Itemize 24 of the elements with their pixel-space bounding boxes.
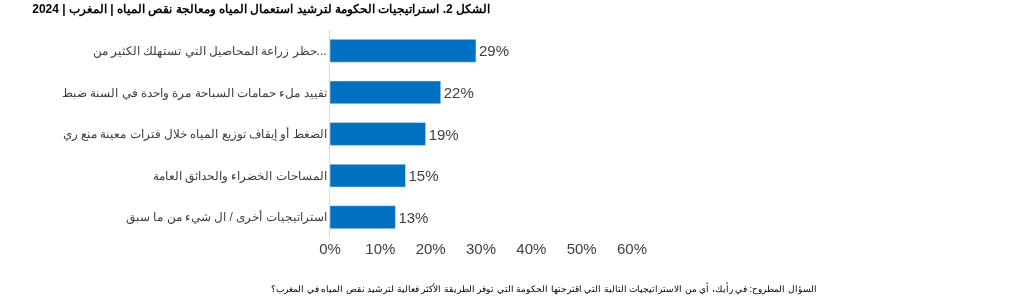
bar: [330, 39, 477, 63]
data-label: 22%: [443, 83, 474, 101]
data-label: 29%: [478, 42, 509, 60]
x-tick-label: 10%: [365, 240, 396, 257]
y-tick-label: الضغط أو إيقاف توزيع المياه خلال فترات معينة منع ري: [62, 126, 327, 143]
x-tick-label: 60%: [616, 240, 648, 257]
x-tick-label: 20%: [415, 240, 446, 257]
x-tick-label: 50%: [566, 240, 597, 257]
y-tick-label: تقييد ملء حمامات السباحة مرة واحدة في السنة ضبط: [61, 85, 327, 100]
data-label: 19%: [428, 125, 459, 143]
chart-title: الشكل 2. استراتيجيات الحكومة لترشيد استعمال المياه ومعالجة نقص المياه | المغرب | 2024: [32, 2, 490, 18]
x-tick-label: 0%: [319, 240, 341, 257]
x-tick-label: 40%: [516, 240, 547, 257]
y-tick-label: حظر زراعة المحاصيل التي تستهلك الكثير من...: [92, 44, 327, 58]
y-tick-label: استراتيجيات أخرى / ال شيء من ما سبق: [125, 209, 327, 225]
bar: [330, 163, 406, 188]
bar: [330, 80, 441, 105]
data-label: 15%: [408, 167, 439, 185]
bar: [330, 122, 426, 146]
text: السؤال المطروح: في رأيك، أي من الاستراتيجيات التالية التي اقترحتها الحكومة التي توفر الطريقة الأكثر فعالية لترشيد نقص المياه في المغرب؟: [271, 282, 817, 295]
y-tick-label: المساحات الخضراء والحدائق العامة: [152, 168, 327, 183]
bar: [330, 205, 396, 229]
data-label: 13%: [398, 208, 429, 226]
x-tick-label: 30%: [465, 240, 497, 257]
